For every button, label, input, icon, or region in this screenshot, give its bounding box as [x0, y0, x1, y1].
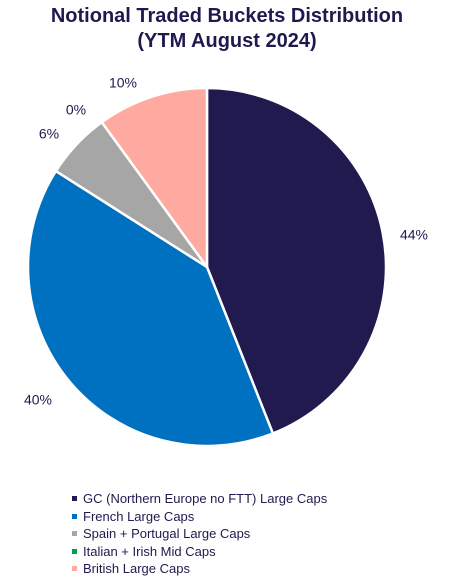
- legend-swatch: [72, 566, 77, 572]
- chart-subtitle: (YTM August 2024): [137, 30, 317, 52]
- legend-item-british-large-caps: British Large Caps: [72, 560, 442, 578]
- legend-label: Spain + Portugal Large Caps: [83, 526, 251, 542]
- pie-slices: [26, 86, 388, 448]
- legend: GC (Northern Europe no FTT) Large Caps Fr…: [72, 490, 442, 578]
- pie-slice-gc-northern-europe-no-ftt-large-caps: [205, 86, 388, 435]
- legend-swatch: [72, 496, 77, 502]
- pie-plot: 44% 40% 6% 0% 10%: [24, 75, 428, 448]
- data-label-french-large-caps: 40%: [24, 392, 52, 408]
- legend-swatch: [72, 548, 77, 554]
- legend-label: French Large Caps: [83, 508, 195, 524]
- legend-item-gc-northern-europe-no-ftt-large-caps: GC (Northern Europe no FTT) Large Caps: [72, 490, 442, 508]
- chart-title: Notional Traded Buckets Distribution: [50, 5, 404, 27]
- data-label-spain-portugal-large-caps: 6%: [39, 126, 59, 142]
- data-label-british-large-caps: 10%: [109, 75, 137, 91]
- pie-slice-french-large-caps: [26, 169, 275, 448]
- legend-swatch: [72, 513, 77, 519]
- legend-swatch: [72, 531, 77, 537]
- legend-label: Italian + Irish Mid Caps: [83, 543, 216, 559]
- data-label-italian-irish-mid-caps: 0%: [66, 102, 86, 118]
- data-label-gc-northern-europe-no-ftt-large-caps: 44%: [400, 227, 428, 243]
- legend-item-french-large-caps: French Large Caps: [72, 508, 442, 526]
- pie-data-labels: 44% 40% 6% 0% 10%: [24, 75, 428, 408]
- pie-slice-british-large-caps: [100, 86, 209, 269]
- legend-item-italian-irish-mid-caps: Italian + Irish Mid Caps: [72, 543, 442, 561]
- legend-label: British Large Caps: [83, 561, 190, 577]
- legend-item-spain-portugal-large-caps: Spain + Portugal Large Caps: [72, 525, 442, 543]
- legend-label: GC (Northern Europe no FTT) Large Caps: [83, 491, 328, 507]
